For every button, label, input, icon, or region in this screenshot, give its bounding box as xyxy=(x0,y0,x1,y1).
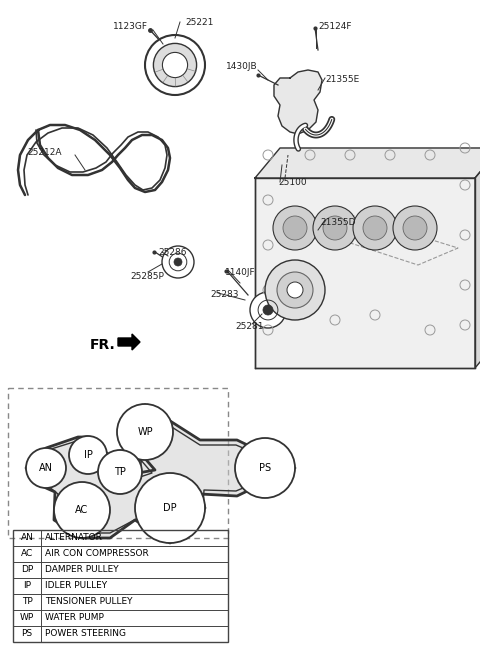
Text: DAMPER PULLEY: DAMPER PULLEY xyxy=(45,566,119,575)
Bar xyxy=(13,530,228,642)
Circle shape xyxy=(353,206,397,250)
Circle shape xyxy=(235,438,295,498)
Circle shape xyxy=(277,272,313,308)
Polygon shape xyxy=(475,148,480,368)
Text: AIR CON COMPRESSOR: AIR CON COMPRESSOR xyxy=(45,550,149,559)
Polygon shape xyxy=(255,148,480,178)
Text: 21355D: 21355D xyxy=(320,218,356,227)
Text: AC: AC xyxy=(75,505,89,515)
Circle shape xyxy=(263,305,273,315)
Circle shape xyxy=(135,473,205,543)
Circle shape xyxy=(54,482,110,538)
Polygon shape xyxy=(118,334,140,350)
Circle shape xyxy=(69,436,107,474)
Text: 25100: 25100 xyxy=(278,178,307,187)
Text: DP: DP xyxy=(21,566,33,575)
Text: 1140JF: 1140JF xyxy=(225,268,256,277)
Text: IDLER PULLEY: IDLER PULLEY xyxy=(45,582,107,591)
Circle shape xyxy=(287,282,303,298)
Polygon shape xyxy=(26,405,295,543)
Text: 1123GF: 1123GF xyxy=(113,22,148,31)
Circle shape xyxy=(393,206,437,250)
Text: WP: WP xyxy=(137,427,153,437)
Circle shape xyxy=(162,246,194,278)
Circle shape xyxy=(145,35,205,95)
Bar xyxy=(8,388,228,538)
Text: DP: DP xyxy=(163,503,177,513)
Text: IP: IP xyxy=(84,450,93,460)
Circle shape xyxy=(363,216,387,240)
Text: 25221: 25221 xyxy=(185,18,214,27)
Text: 25212A: 25212A xyxy=(27,148,62,157)
Circle shape xyxy=(403,216,427,240)
Text: 1430JB: 1430JB xyxy=(227,62,258,71)
Text: POWER STEERING: POWER STEERING xyxy=(45,630,126,639)
Circle shape xyxy=(323,216,347,240)
Text: AC: AC xyxy=(21,550,33,559)
Text: WP: WP xyxy=(20,613,34,622)
Text: 25124F: 25124F xyxy=(318,22,351,31)
Circle shape xyxy=(313,206,357,250)
Text: 21355E: 21355E xyxy=(325,75,359,84)
Text: 25281: 25281 xyxy=(235,322,264,331)
Text: FR.: FR. xyxy=(90,338,116,352)
Text: WATER PUMP: WATER PUMP xyxy=(45,613,104,622)
Text: TP: TP xyxy=(22,597,32,606)
Circle shape xyxy=(98,450,142,494)
Polygon shape xyxy=(255,178,475,368)
Circle shape xyxy=(273,206,317,250)
Text: TP: TP xyxy=(114,467,126,477)
Polygon shape xyxy=(274,70,322,134)
Circle shape xyxy=(162,52,188,77)
Text: AN: AN xyxy=(21,533,34,542)
Text: 25285P: 25285P xyxy=(130,272,164,281)
Circle shape xyxy=(117,404,173,460)
Circle shape xyxy=(283,216,307,240)
Text: ALTERNATOR: ALTERNATOR xyxy=(45,533,103,542)
Text: 25286: 25286 xyxy=(158,248,187,257)
Circle shape xyxy=(174,258,182,266)
Text: 25283: 25283 xyxy=(210,290,239,299)
Text: PS: PS xyxy=(259,463,271,473)
Circle shape xyxy=(26,448,66,488)
Circle shape xyxy=(265,260,325,320)
Text: AN: AN xyxy=(39,463,53,473)
Text: PS: PS xyxy=(22,630,33,639)
Text: TENSIONER PULLEY: TENSIONER PULLEY xyxy=(45,597,132,606)
Text: IP: IP xyxy=(23,582,31,591)
Circle shape xyxy=(250,292,286,328)
Circle shape xyxy=(154,43,197,86)
